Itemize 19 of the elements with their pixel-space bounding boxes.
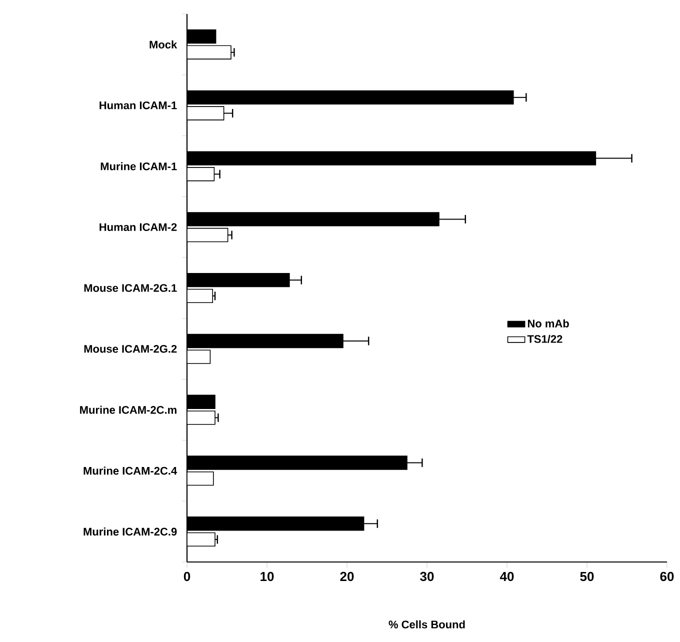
y-tick-label: Mouse ICAM-2G.1 xyxy=(84,284,177,292)
x-tick-label: 30 xyxy=(420,572,434,582)
legend-label: No mAb xyxy=(528,319,569,328)
x-tick-label: 50 xyxy=(580,572,594,582)
y-tick-label: Human ICAM-2 xyxy=(100,223,177,232)
y-tick-label: Murine ICAM-2C.4 xyxy=(84,466,178,475)
y-tick-label: Murine ICAM-2C.9 xyxy=(84,528,177,536)
y-tick-label: Human ICAM-1 xyxy=(100,101,177,110)
y-tick-label: Murine ICAM-2C.m xyxy=(80,406,176,414)
x-tick-label: 20 xyxy=(340,572,354,582)
x-tick-label: 60 xyxy=(660,572,674,582)
x-tick-label: 0 xyxy=(184,572,190,582)
x-tick-label: 40 xyxy=(500,572,514,582)
y-tick-label: Mock xyxy=(150,40,178,48)
legend-label: TS1/22 xyxy=(527,334,562,344)
x-axis-title: % Cells Bound xyxy=(388,620,465,628)
x-tick-label: 10 xyxy=(260,572,274,582)
y-tick-label: Murine ICAM-1 xyxy=(100,162,177,170)
y-tick-label: Mouse ICAM-2G.2 xyxy=(84,345,177,353)
